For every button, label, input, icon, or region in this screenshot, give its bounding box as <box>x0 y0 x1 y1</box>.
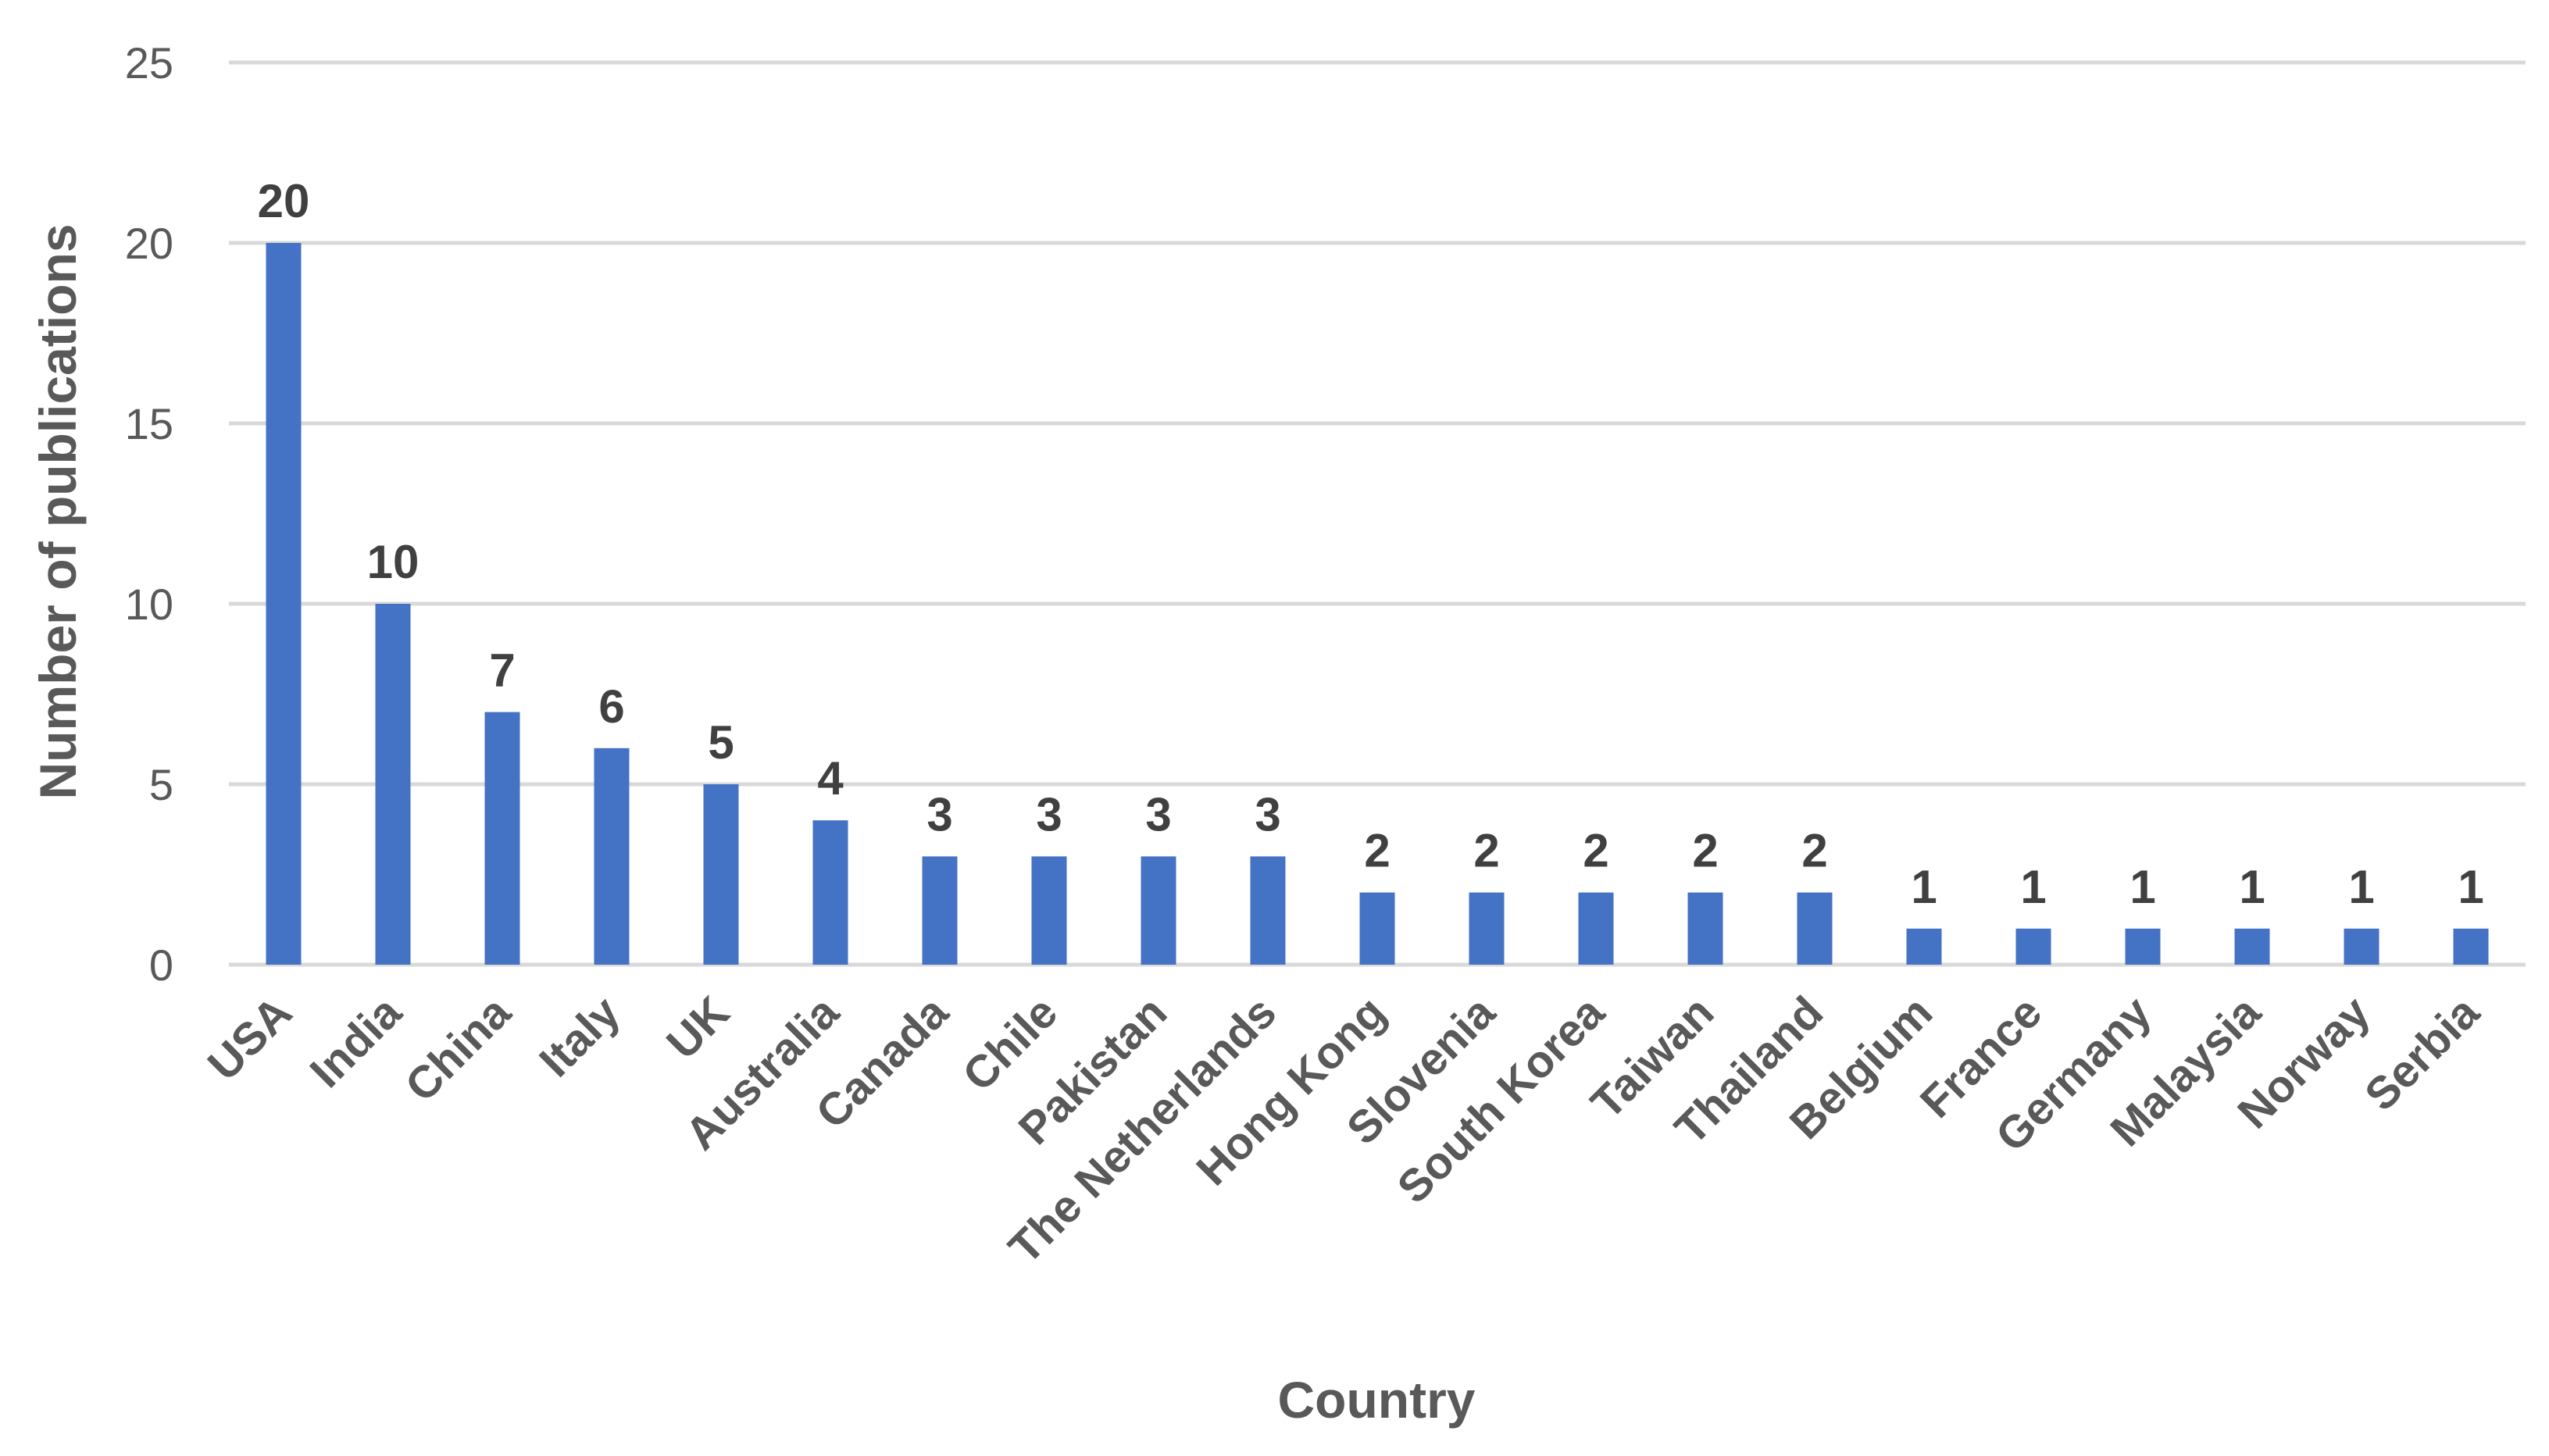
data-label: 7 <box>489 644 515 697</box>
data-label: 3 <box>1145 788 1171 840</box>
bar <box>1359 892 1395 965</box>
y-tick-label: 0 <box>149 940 173 990</box>
x-tick-label: UK <box>657 987 739 1069</box>
data-label: 3 <box>926 788 952 840</box>
bar <box>1469 892 1505 965</box>
data-label: 1 <box>2348 861 2374 913</box>
bar <box>922 856 958 965</box>
bar <box>266 243 302 965</box>
bar <box>2234 928 2270 965</box>
x-tick-label: Italy <box>530 987 630 1087</box>
data-label: 1 <box>2020 861 2046 913</box>
bar <box>1031 856 1067 965</box>
bar <box>1797 892 1833 965</box>
bar <box>1906 928 1942 965</box>
x-axis-title: Country <box>1278 1371 1476 1429</box>
bars <box>266 243 2489 965</box>
bar <box>2125 928 2161 965</box>
y-tick-label: 20 <box>125 219 173 268</box>
data-label: 4 <box>817 752 844 805</box>
data-label: 1 <box>2458 861 2483 913</box>
data-label: 20 <box>258 175 310 227</box>
y-tick-label: 10 <box>125 580 173 629</box>
x-tick-label: China <box>395 987 520 1112</box>
x-tick-label: Serbia <box>2355 987 2490 1121</box>
data-label: 2 <box>1473 825 1499 877</box>
bar <box>2453 928 2489 965</box>
x-tick-label: USA <box>198 987 302 1090</box>
y-tick-label: 5 <box>149 760 173 809</box>
y-axis-ticks: 0 5 10 15 20 25 <box>125 38 173 990</box>
y-tick-label: 25 <box>125 38 173 87</box>
data-label: 2 <box>1801 825 1827 877</box>
data-label: 2 <box>1692 825 1718 877</box>
bar <box>375 604 411 965</box>
data-label: 3 <box>1255 788 1280 840</box>
data-label: 3 <box>1036 788 1062 840</box>
data-label: 10 <box>367 536 419 588</box>
data-labels: 20 10 7 6 5 4 3 3 3 3 2 2 2 2 2 1 1 1 1 1 1 <box>258 175 2484 913</box>
data-label: 1 <box>2239 861 2265 913</box>
bar <box>2344 928 2379 965</box>
data-label: 2 <box>1583 825 1608 877</box>
bar <box>1578 892 1614 965</box>
bar <box>2015 928 2051 965</box>
bar <box>484 712 520 965</box>
bar <box>812 820 848 965</box>
x-tick-label: India <box>301 987 412 1097</box>
bar <box>1250 856 1286 965</box>
y-tick-label: 15 <box>125 399 173 448</box>
bar <box>703 784 739 965</box>
data-label: 1 <box>2130 861 2155 913</box>
bar <box>1687 892 1723 965</box>
data-label: 5 <box>708 716 734 769</box>
data-label: 6 <box>598 680 624 733</box>
bar <box>1141 856 1176 965</box>
bar <box>594 748 630 965</box>
data-label: 2 <box>1364 825 1390 877</box>
y-axis-title: Number of publications <box>29 223 87 799</box>
data-label: 1 <box>1911 861 1937 913</box>
